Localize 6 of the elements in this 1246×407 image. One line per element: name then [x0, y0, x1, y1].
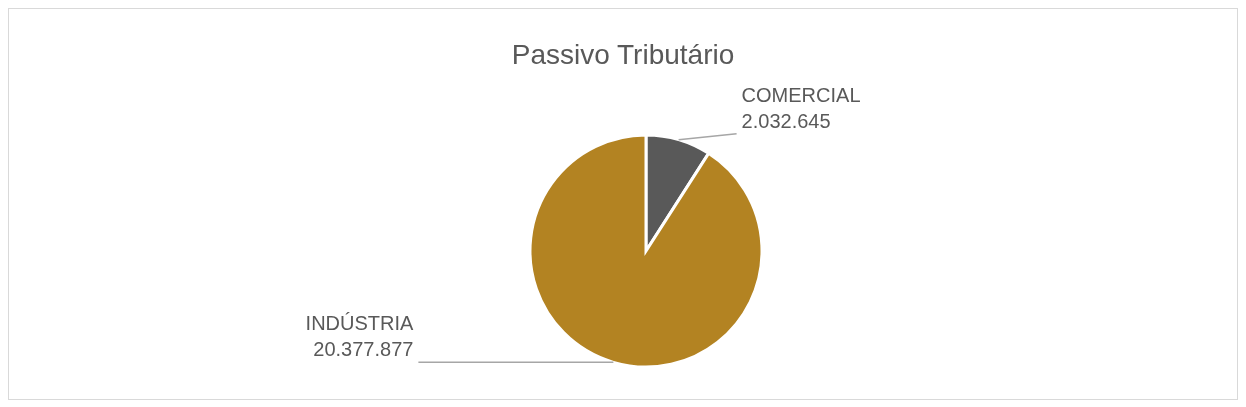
slice-label: INDÚSTRIA	[305, 312, 415, 335]
data-label: 20.377.877	[313, 338, 414, 361]
chart-title: Passivo Tributário	[510, 39, 736, 71]
slice-label: COMERCIAL	[741, 83, 861, 106]
data-label: 2.032.645	[741, 109, 831, 132]
pie-slice	[528, 133, 764, 369]
